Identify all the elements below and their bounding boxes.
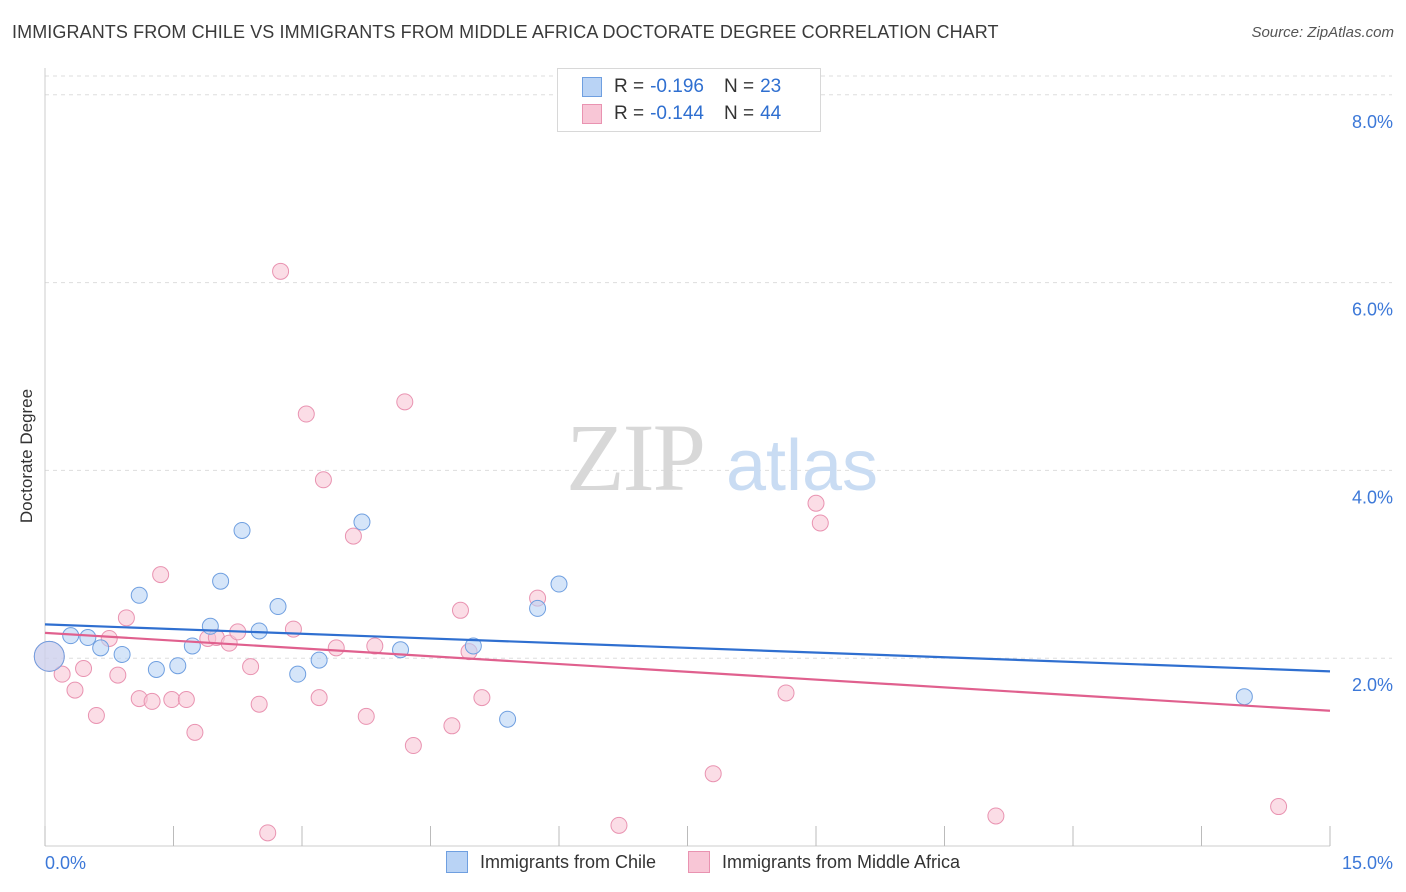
africa-point bbox=[53, 665, 71, 683]
chile-r-value: -0.196 bbox=[650, 76, 704, 97]
africa-legend-swatch bbox=[687, 851, 710, 873]
africa-point bbox=[152, 566, 170, 584]
chile-point bbox=[1235, 688, 1253, 706]
chile-point bbox=[353, 513, 371, 531]
africa-point bbox=[327, 639, 345, 657]
watermark: ZIP atlas bbox=[566, 404, 878, 511]
chile-point bbox=[499, 710, 517, 728]
africa-point bbox=[1270, 798, 1288, 816]
africa-point bbox=[314, 471, 332, 489]
africa-point bbox=[177, 691, 195, 709]
data-points bbox=[33, 262, 1288, 842]
r-label: R = bbox=[614, 76, 645, 97]
africa-point bbox=[366, 637, 384, 655]
africa-point bbox=[396, 393, 414, 411]
trend-lines bbox=[44, 623, 1331, 712]
chile-legend-swatch bbox=[445, 851, 468, 873]
legend-label-chile: Immigrants from Chile bbox=[479, 851, 656, 872]
chile-point bbox=[130, 586, 148, 604]
r-label: R = bbox=[614, 103, 645, 124]
africa-point bbox=[242, 658, 260, 676]
chile-point bbox=[113, 645, 131, 663]
stats-row-chile: R = -0.196 N = 23 bbox=[582, 75, 781, 99]
africa-point bbox=[473, 689, 491, 707]
n-label: N = bbox=[723, 76, 755, 97]
africa-point bbox=[807, 494, 825, 512]
africa-point bbox=[250, 695, 268, 713]
chile-point bbox=[464, 637, 482, 655]
n-label: N = bbox=[723, 103, 755, 124]
legend-item-chile[interactable]: Immigrants from Chile bbox=[445, 851, 656, 873]
chile-trend-line bbox=[44, 623, 1331, 673]
chile-point bbox=[289, 665, 307, 683]
africa-point bbox=[704, 765, 722, 783]
chart-title: IMMIGRANTS FROM CHILE VS IMMIGRANTS FROM… bbox=[12, 22, 999, 42]
chile-point bbox=[310, 651, 328, 669]
x-tick-label: 15.0% bbox=[1342, 853, 1393, 873]
watermark-zip: ZIP bbox=[566, 404, 704, 511]
africa-point bbox=[610, 816, 628, 834]
africa-point bbox=[451, 601, 469, 619]
series-legend: Immigrants from Chile Immigrants from Mi… bbox=[0, 851, 1406, 873]
chile-swatch bbox=[582, 77, 602, 97]
africa-r-value: -0.144 bbox=[650, 103, 704, 124]
chile-point bbox=[233, 521, 251, 539]
africa-point bbox=[87, 706, 105, 724]
tick-labels: 2.0% 4.0% 6.0% 8.0% 0.0% 15.0% bbox=[45, 112, 1393, 873]
africa-swatch bbox=[582, 104, 602, 124]
africa-point bbox=[443, 717, 461, 735]
africa-trend-line bbox=[44, 631, 1331, 712]
chile-point bbox=[212, 572, 230, 590]
chile-point bbox=[92, 639, 110, 657]
chile-point bbox=[550, 575, 568, 593]
axes bbox=[44, 68, 1331, 847]
africa-point bbox=[109, 666, 127, 684]
africa-point bbox=[259, 824, 277, 842]
africa-point bbox=[272, 262, 290, 280]
stats-legend: R = -0.196 N = 23 R = -0.144 N = 44 bbox=[557, 68, 821, 132]
y-tick-label: 4.0% bbox=[1352, 487, 1393, 507]
x-tick-label: 0.0% bbox=[45, 853, 86, 873]
africa-point bbox=[66, 681, 84, 699]
watermark-atlas: atlas bbox=[726, 426, 878, 506]
africa-point bbox=[357, 707, 375, 725]
africa-point bbox=[117, 609, 135, 627]
legend-item-africa[interactable]: Immigrants from Middle Africa bbox=[687, 851, 961, 873]
africa-point bbox=[163, 691, 181, 709]
africa-point bbox=[143, 692, 161, 710]
chile-point bbox=[33, 640, 65, 672]
africa-point bbox=[344, 527, 362, 545]
africa-point bbox=[75, 660, 93, 678]
chile-n-value: 23 bbox=[760, 76, 782, 97]
stats-row-africa: R = -0.144 N = 44 bbox=[582, 102, 781, 126]
africa-point bbox=[987, 807, 1005, 825]
africa-point bbox=[811, 514, 829, 532]
africa-point bbox=[777, 684, 795, 702]
y-tick-label: 8.0% bbox=[1352, 112, 1393, 132]
y-tick-label: 6.0% bbox=[1352, 300, 1393, 320]
legend-label-africa: Immigrants from Middle Africa bbox=[721, 851, 961, 872]
chile-point bbox=[269, 598, 287, 616]
chile-point bbox=[79, 629, 97, 647]
source-label: Source: ZipAtlas.com bbox=[1251, 24, 1394, 41]
grid-layer bbox=[45, 75, 1392, 659]
africa-point bbox=[404, 737, 422, 755]
chile-point bbox=[201, 617, 219, 635]
chile-point bbox=[529, 599, 547, 617]
africa-point bbox=[297, 405, 315, 423]
chile-point bbox=[147, 660, 165, 678]
africa-point bbox=[310, 689, 328, 707]
africa-n-value: 44 bbox=[760, 103, 782, 124]
chile-point bbox=[169, 657, 187, 675]
africa-point bbox=[186, 723, 204, 741]
y-tick-label: 2.0% bbox=[1352, 675, 1393, 695]
